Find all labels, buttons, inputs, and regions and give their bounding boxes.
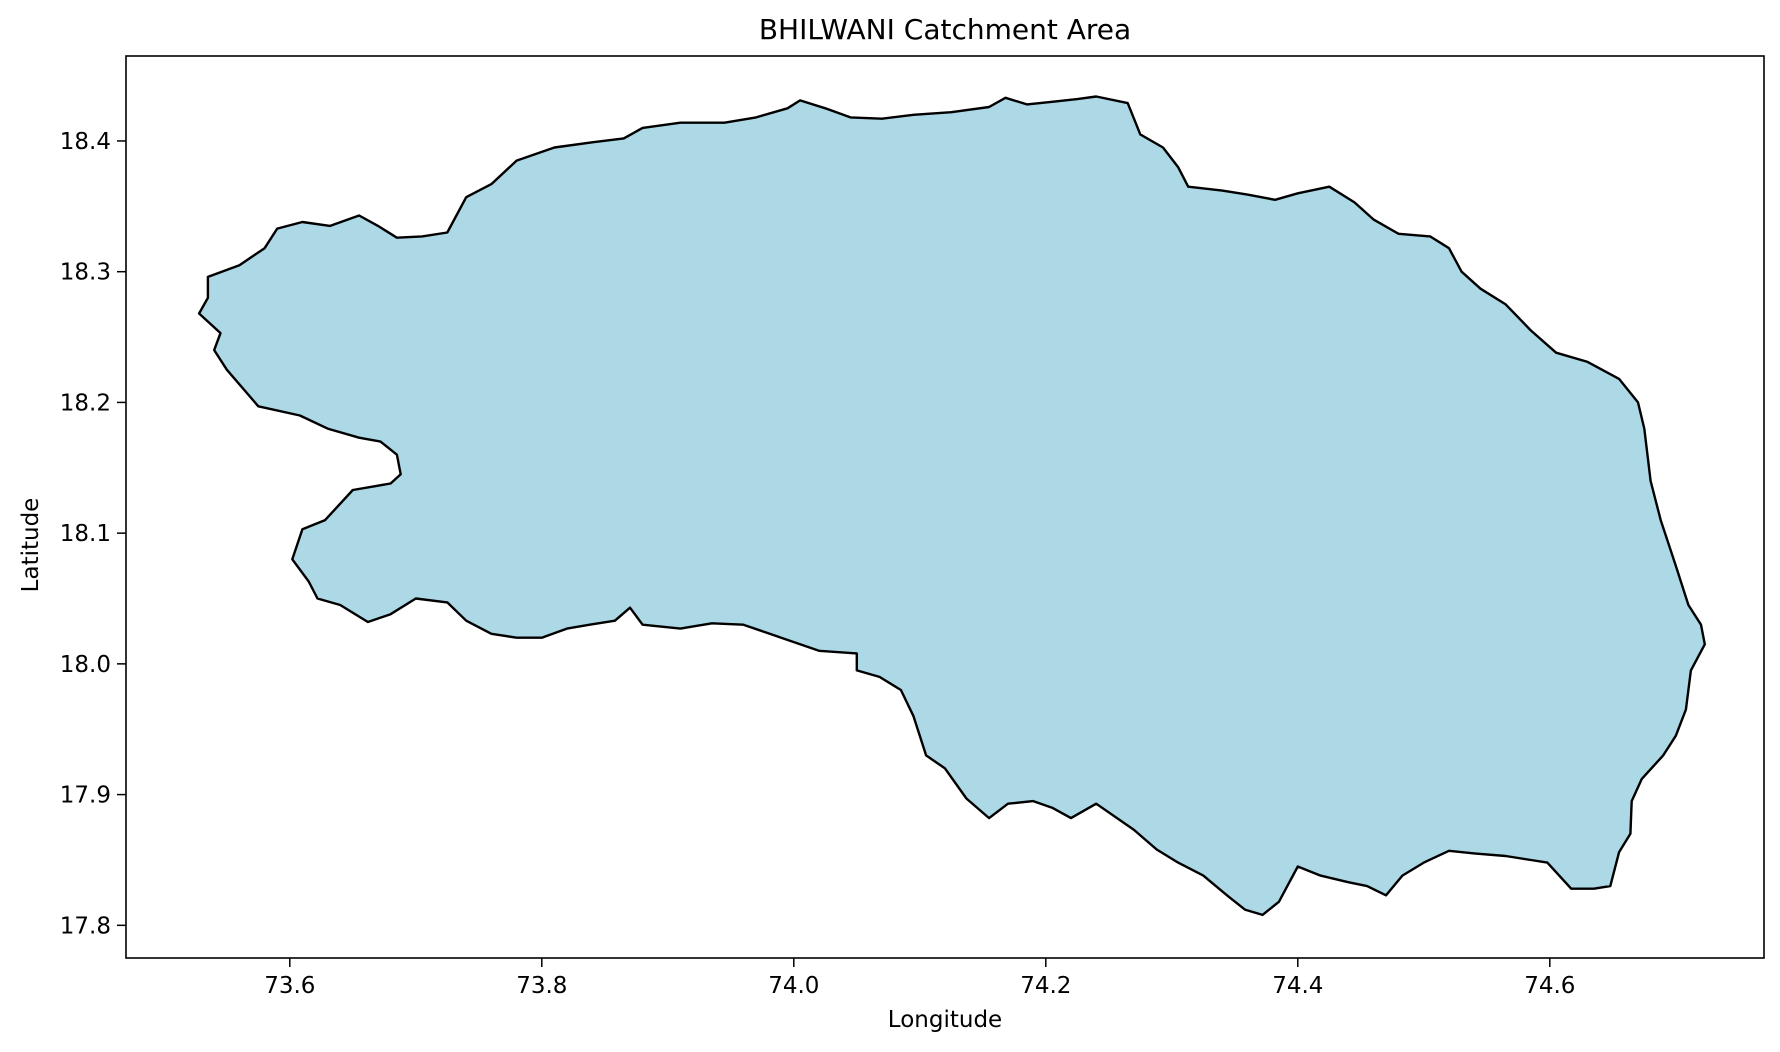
y-axis-label: Latitude <box>18 498 44 593</box>
x-axis-label: Longitude <box>888 1007 1002 1033</box>
y-tick-label: 17.9 <box>60 783 111 809</box>
y-tick-label: 18.0 <box>60 652 111 678</box>
x-axis-ticks: 73.6 73.8 74.0 74.2 74.4 74.6 <box>264 958 1575 999</box>
catchment-area-polygon <box>197 95 1707 917</box>
y-axis-ticks: 17.8 17.9 18.0 18.1 18.2 18.3 18.4 <box>60 129 126 939</box>
x-tick-label: 74.4 <box>1272 973 1323 999</box>
chart-title: BHILWANI Catchment Area <box>759 13 1131 46</box>
x-tick-label: 73.8 <box>516 973 567 999</box>
x-tick-label: 74.0 <box>768 973 819 999</box>
x-tick-label: 73.6 <box>264 973 315 999</box>
y-tick-label: 17.8 <box>60 913 111 939</box>
x-tick-label: 74.2 <box>1020 973 1071 999</box>
y-tick-label: 18.2 <box>60 390 111 416</box>
x-tick-label: 74.6 <box>1524 973 1575 999</box>
y-tick-label: 18.1 <box>60 521 111 547</box>
plot-frame <box>125 55 1765 959</box>
y-tick-label: 18.4 <box>60 129 111 155</box>
y-tick-label: 18.3 <box>60 260 111 286</box>
